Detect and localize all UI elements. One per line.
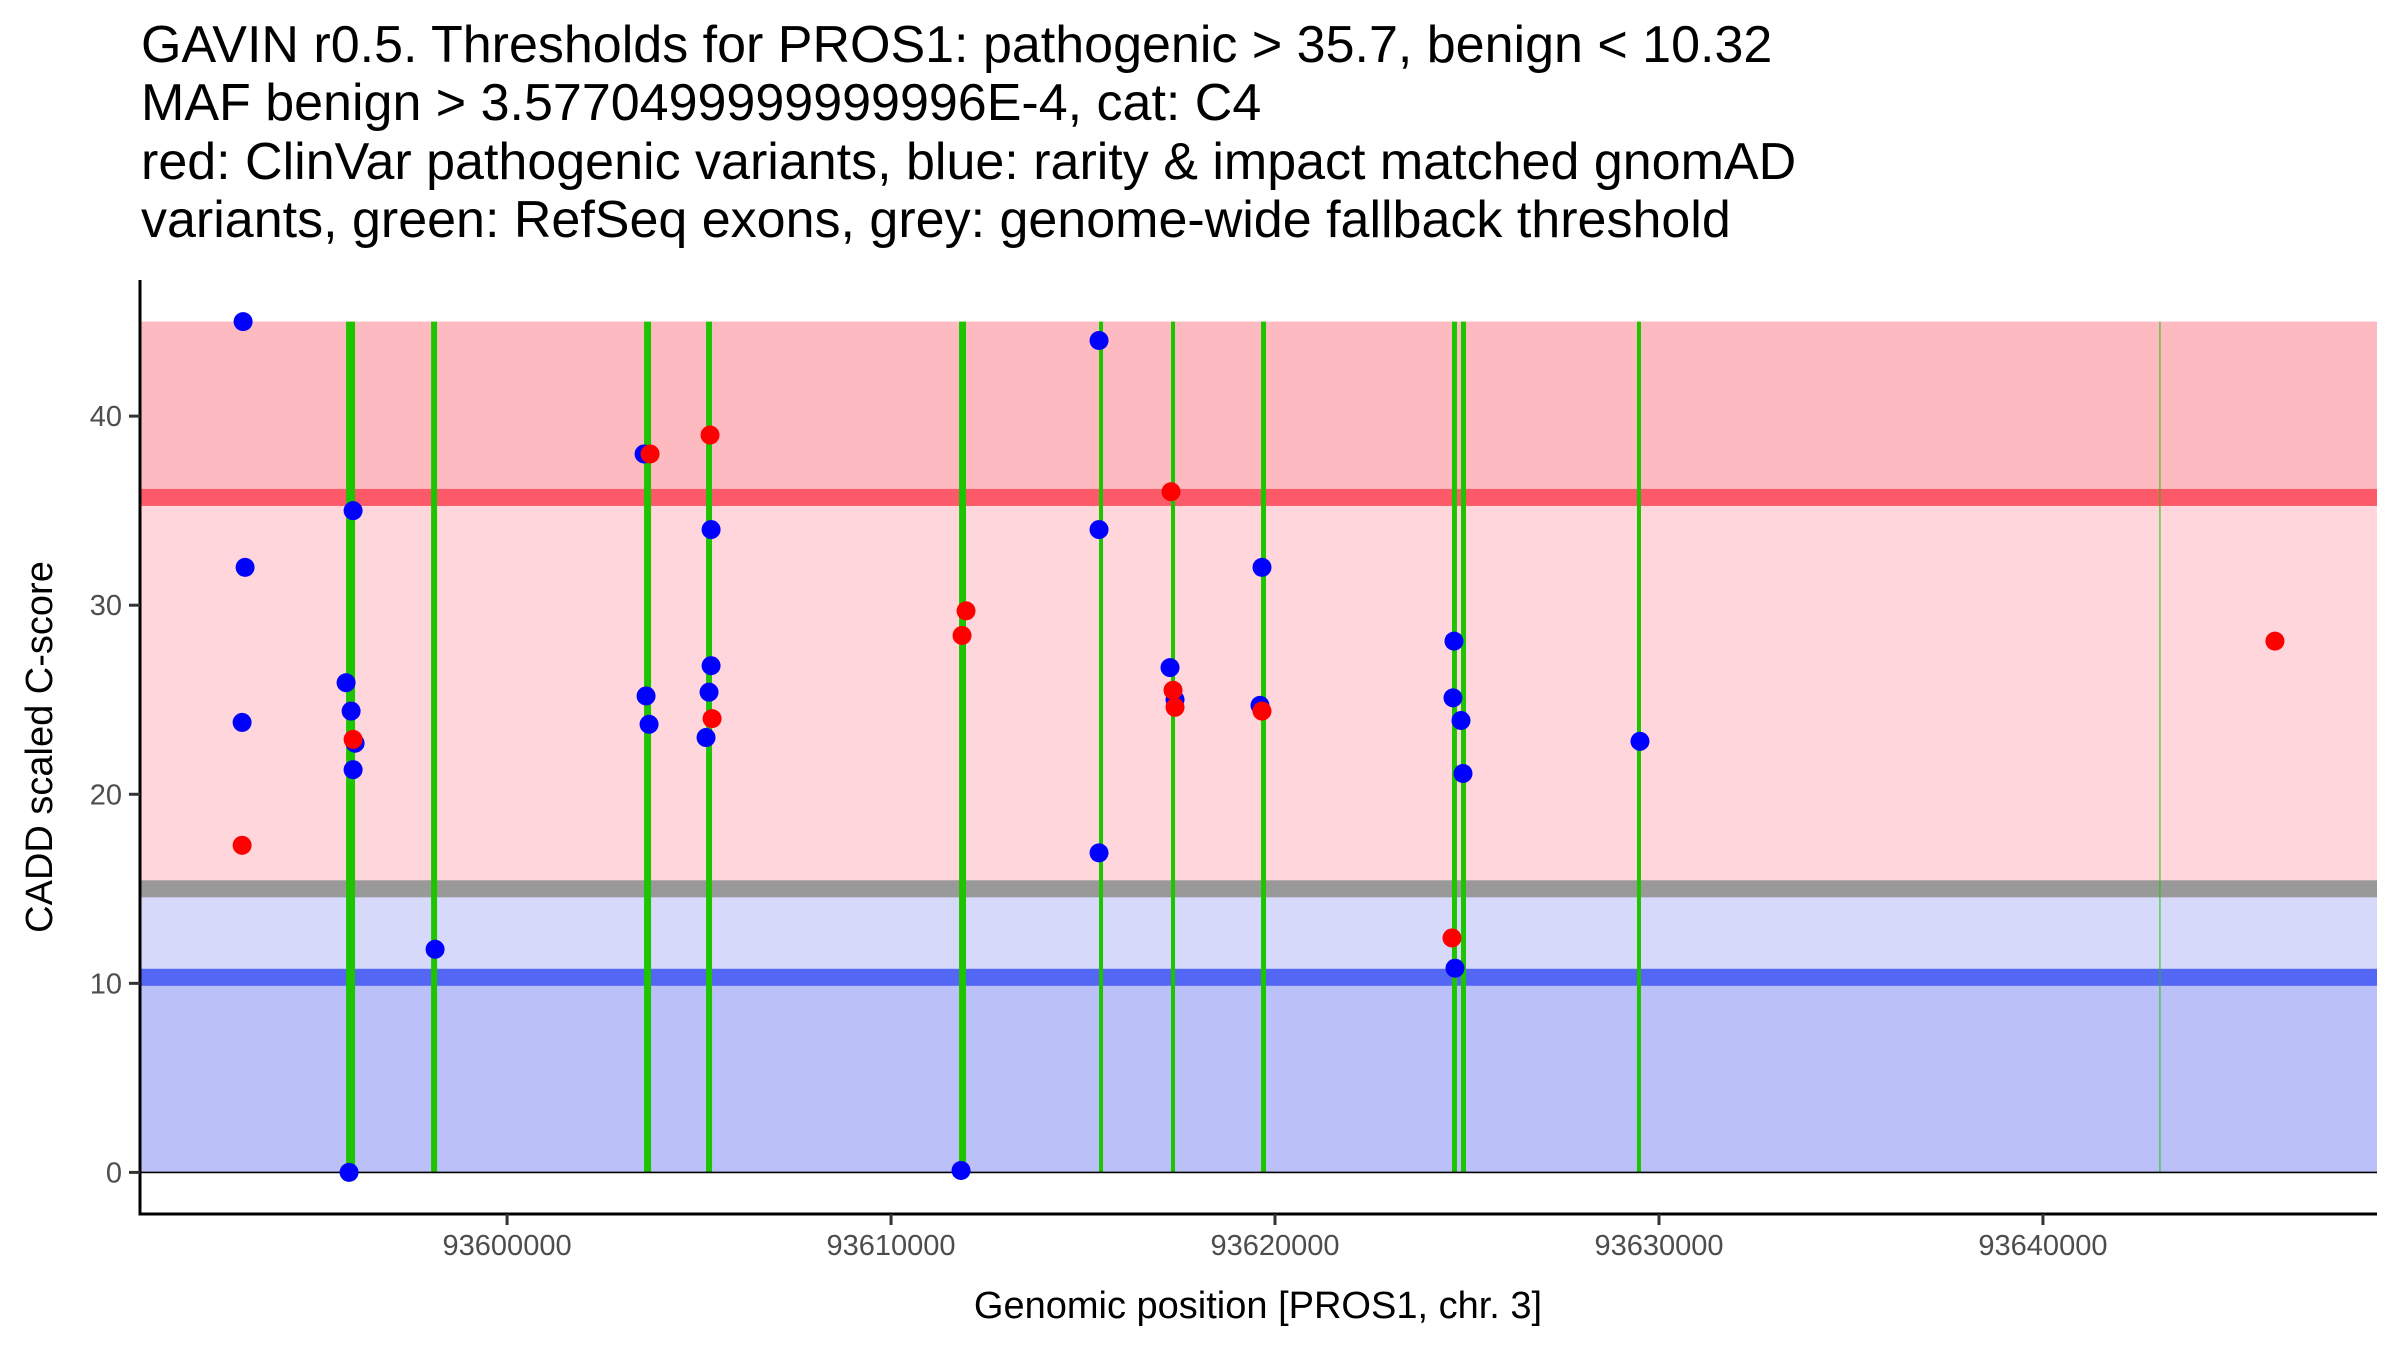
clinvar-variant-point xyxy=(1252,701,1272,721)
title-line-4: variants, green: RefSeq exons, grey: gen… xyxy=(141,191,1731,249)
fallback-threshold-line xyxy=(141,880,2377,898)
title-line-3: red: ClinVar pathogenic variants, blue: … xyxy=(141,133,1796,191)
clinvar-variant-point xyxy=(1161,482,1181,502)
y-tick-label: 10 xyxy=(90,968,122,1000)
gnomad-variant-point xyxy=(1451,711,1471,731)
gnomad-variant-point xyxy=(1443,688,1463,708)
exon-marker xyxy=(1261,321,1267,1173)
benign-zone xyxy=(141,977,2377,1173)
gnomad-variant-point xyxy=(1453,763,1473,783)
exon-marker xyxy=(1461,321,1466,1173)
y-tick-label: 20 xyxy=(90,779,122,811)
gnomad-variant-point xyxy=(639,714,659,734)
threshold-lines xyxy=(141,488,2377,986)
exon-marker xyxy=(1451,321,1457,1173)
x-tick-label: 93610000 xyxy=(827,1230,956,1262)
intermediate-benign-zone xyxy=(141,888,2377,978)
exon-marker xyxy=(706,321,713,1173)
gnomad-variant-point xyxy=(1089,843,1109,863)
y-tick-label: 40 xyxy=(90,401,122,433)
exon-marker xyxy=(644,321,652,1173)
gnomad-variant-point xyxy=(1160,658,1180,678)
gnomad-variant-point xyxy=(343,501,363,521)
x-axis-title: Genomic position [PROS1, chr. 3] xyxy=(974,1285,1542,1327)
axes: 0 10 20 30 40 93600000 93610000 93620000 936300… xyxy=(90,280,2377,1262)
intermediate-pathogenic-zone xyxy=(141,497,2377,889)
gnomad-variant-point xyxy=(336,673,356,693)
x-tick-label: 93630000 xyxy=(1594,1230,1723,1262)
gnomad-variant-point xyxy=(232,712,252,732)
title-line-2: MAF benign > 3.5770499999999996E-4, cat:… xyxy=(141,74,1261,132)
clinvar-variant-point xyxy=(952,625,972,645)
gnomad-variant-point xyxy=(1089,520,1109,540)
x-axis-ticks: 93600000 93610000 93620000 93630000 93640000 xyxy=(443,1214,2107,1262)
exon-marker xyxy=(1099,321,1104,1173)
pathogenic-threshold-line xyxy=(141,488,2377,506)
clinvar-variant-point xyxy=(343,729,363,749)
clinvar-variant-point xyxy=(1163,680,1183,700)
clinvar-variant-point xyxy=(700,425,720,445)
pathogenic-zone xyxy=(141,321,2377,498)
gnomad-variant-point xyxy=(701,656,721,676)
gnomad-variant-point xyxy=(699,682,719,702)
y-tick-label: 30 xyxy=(90,590,122,622)
gnomad-variant-point xyxy=(1630,731,1650,751)
gnomad-variant-point xyxy=(235,557,255,577)
gnomad-variant-point xyxy=(1444,631,1464,651)
clinvar-variant-point xyxy=(640,444,660,464)
y-axis-title: CADD scaled C-score xyxy=(19,561,61,933)
clinvar-variant-point xyxy=(2265,631,2285,651)
clinvar-variant-point xyxy=(1442,928,1462,948)
gnomad-variant-point xyxy=(233,312,253,332)
exon-marker xyxy=(1171,321,1176,1173)
exon-marker xyxy=(2159,321,2161,1173)
gnomad-variant-point xyxy=(696,728,716,748)
clinvar-variant-point xyxy=(1165,697,1185,717)
clinvar-variant-point xyxy=(702,709,722,729)
gnomad-variant-point xyxy=(1252,557,1272,577)
gnomad-variant-point xyxy=(341,701,361,721)
benign-threshold-line xyxy=(141,968,2377,986)
gnomad-variant-point xyxy=(1089,331,1109,351)
clinvar-variant-point xyxy=(956,601,976,621)
threshold-regions xyxy=(141,321,2377,1173)
chart-title: GAVIN r0.5. Thresholds for PROS1: pathog… xyxy=(141,16,1796,249)
exon-marker xyxy=(431,321,438,1173)
variant-points xyxy=(232,312,2285,1182)
clinvar-variant-point xyxy=(232,835,252,855)
gnomad-variant-point xyxy=(425,939,445,959)
gnomad-variant-point xyxy=(339,1162,359,1182)
gnomad-variant-point xyxy=(701,520,721,540)
gnomad-variant-point xyxy=(343,760,363,780)
title-line-1: GAVIN r0.5. Thresholds for PROS1: pathog… xyxy=(141,16,1772,74)
gnomad-variant-point xyxy=(1445,958,1465,978)
x-tick-label: 93600000 xyxy=(443,1230,572,1262)
y-axis-ticks: 0 10 20 30 40 xyxy=(90,401,140,1189)
exon-marker xyxy=(959,321,967,1173)
x-tick-label: 93620000 xyxy=(1210,1230,1339,1262)
y-tick-label: 0 xyxy=(106,1157,122,1189)
gnomad-variant-point xyxy=(636,686,656,706)
gnomad-variant-point xyxy=(951,1161,971,1181)
x-tick-label: 93640000 xyxy=(1978,1230,2107,1262)
